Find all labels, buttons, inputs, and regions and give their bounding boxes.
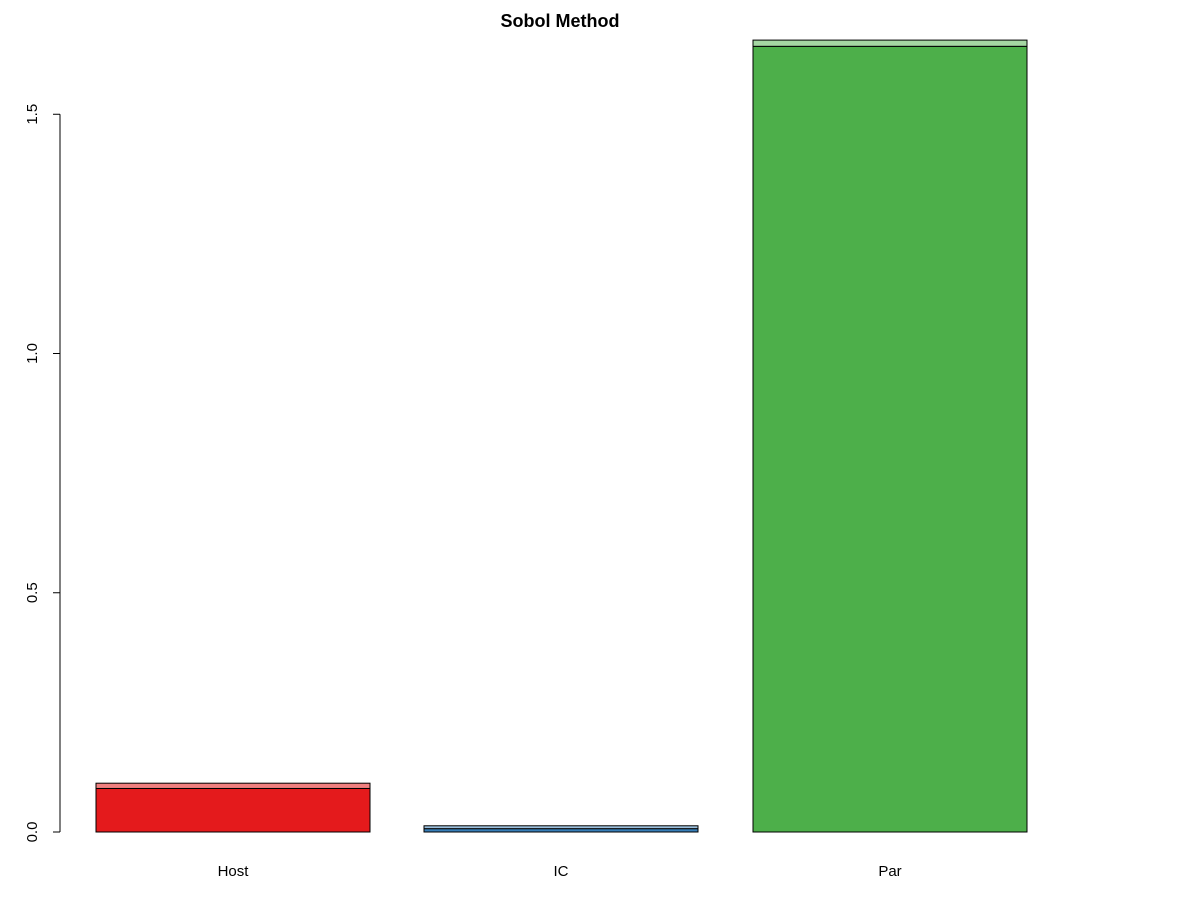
bar-par-top	[752, 39, 1028, 47]
bar-ic-top	[423, 825, 699, 830]
bar-ic-main	[423, 828, 699, 833]
y-tick-label: 1.0	[24, 343, 41, 364]
bars	[95, 39, 1028, 833]
y-tick-label: 1.5	[24, 104, 41, 125]
category-label-host: Host	[218, 863, 250, 880]
y-tick-label: 0.5	[24, 582, 41, 603]
category-label-ic: IC	[554, 863, 569, 880]
y-tick-label: 0.0	[24, 822, 41, 843]
chart-title: Sobol Method	[501, 11, 620, 31]
bar-par-main	[752, 45, 1028, 833]
bar-host-top	[95, 782, 371, 789]
y-axis: 0.0 0.5 1.0 1.5	[24, 104, 61, 843]
category-label-par: Par	[878, 863, 901, 880]
bar-host-main	[95, 787, 371, 833]
x-axis-labels: Host IC Par	[218, 863, 902, 880]
